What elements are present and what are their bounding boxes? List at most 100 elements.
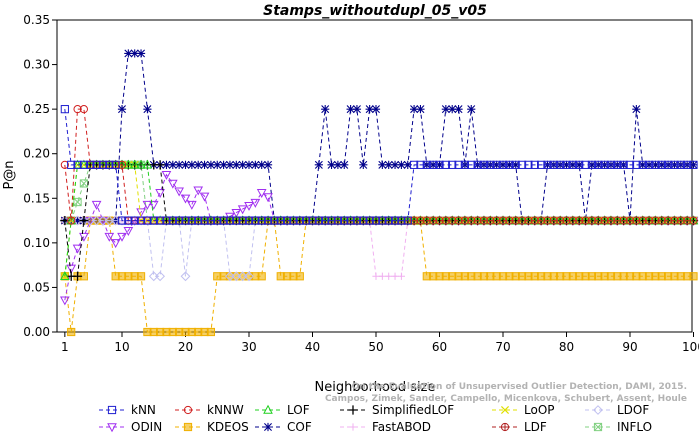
data-point bbox=[416, 216, 425, 225]
data-point bbox=[175, 160, 184, 169]
data-point bbox=[142, 200, 153, 210]
data-point bbox=[638, 160, 647, 169]
data-point bbox=[79, 215, 89, 226]
data-point bbox=[390, 216, 400, 225]
data-point bbox=[263, 422, 273, 432]
data-point bbox=[348, 405, 358, 415]
legend-label: INFLO bbox=[617, 420, 652, 434]
data-point bbox=[251, 160, 260, 169]
data-point bbox=[606, 216, 616, 225]
data-point bbox=[632, 216, 641, 225]
data-point bbox=[448, 105, 457, 114]
data-point bbox=[537, 216, 546, 225]
data-point bbox=[664, 216, 673, 225]
data-point bbox=[613, 216, 622, 225]
x-tick-label: 40 bbox=[305, 340, 320, 354]
data-point bbox=[562, 160, 571, 169]
legend-item-lof: LOF bbox=[255, 403, 310, 417]
data-point bbox=[123, 227, 134, 236]
data-point bbox=[200, 216, 209, 225]
data-point bbox=[123, 159, 134, 169]
data-point bbox=[200, 160, 209, 169]
data-point bbox=[187, 200, 197, 210]
data-point bbox=[333, 160, 342, 169]
y-tick-label: 0.25 bbox=[23, 102, 50, 116]
y-tick-label: 0.10 bbox=[23, 236, 50, 250]
data-point bbox=[130, 49, 139, 58]
data-point bbox=[524, 216, 533, 225]
data-point bbox=[155, 189, 165, 199]
data-point bbox=[181, 216, 190, 225]
legend-label: COF bbox=[287, 420, 312, 434]
data-point bbox=[327, 160, 336, 169]
data-point bbox=[365, 105, 374, 114]
x-tick-label: 50 bbox=[368, 340, 383, 354]
legend-item-inflo: INFLO bbox=[585, 420, 652, 434]
x-axis-label: Neighborhood size bbox=[315, 380, 436, 395]
data-point bbox=[372, 272, 380, 280]
data-point bbox=[60, 105, 69, 114]
data-point bbox=[91, 200, 102, 210]
data-point bbox=[403, 216, 412, 225]
data-point bbox=[238, 160, 247, 169]
data-point bbox=[73, 197, 82, 207]
data-point bbox=[270, 216, 279, 225]
data-point bbox=[568, 160, 577, 169]
legend-label: KDEOS bbox=[207, 420, 249, 434]
data-point bbox=[644, 160, 654, 169]
data-point bbox=[575, 216, 584, 225]
y-tick-label: 0.35 bbox=[23, 13, 50, 27]
data-point bbox=[79, 179, 88, 188]
legend: kNN kNNW LOF SimplifiedLOF LoOP LDOF ODIN KDEOS… bbox=[99, 403, 652, 434]
data-point bbox=[500, 405, 510, 415]
data-point bbox=[72, 271, 83, 281]
data-point bbox=[79, 160, 89, 169]
data-point bbox=[568, 216, 577, 225]
data-point bbox=[441, 105, 450, 114]
data-point bbox=[263, 193, 273, 203]
data-point bbox=[530, 160, 539, 169]
data-point bbox=[454, 105, 463, 114]
data-point bbox=[302, 216, 311, 225]
data-point bbox=[416, 160, 425, 169]
data-point bbox=[180, 271, 191, 282]
data-point bbox=[104, 232, 115, 242]
data-point bbox=[575, 160, 584, 169]
y-axis: 0.00 0.05 0.10 0.15 0.20 0.25 0.30 0.35 bbox=[23, 13, 57, 339]
data-point bbox=[391, 272, 399, 280]
data-point bbox=[321, 105, 330, 114]
data-point bbox=[283, 216, 292, 225]
y-tick-label: 0.30 bbox=[23, 58, 50, 72]
data-point bbox=[683, 216, 692, 225]
data-point bbox=[104, 215, 115, 226]
data-point bbox=[422, 216, 431, 225]
x-tick-label: 20 bbox=[178, 340, 193, 354]
data-point bbox=[460, 216, 469, 225]
series-knn bbox=[60, 105, 698, 225]
data-point bbox=[517, 216, 527, 225]
legend-label: kNN bbox=[131, 403, 156, 417]
legend-label: LDF bbox=[524, 420, 547, 434]
data-point bbox=[187, 160, 196, 169]
data-point bbox=[657, 160, 666, 169]
data-point bbox=[593, 422, 603, 432]
data-point bbox=[231, 271, 242, 282]
y-tick-label: 0.05 bbox=[23, 280, 50, 294]
data-point bbox=[225, 271, 235, 282]
series-ldof bbox=[59, 215, 699, 282]
data-point bbox=[136, 49, 146, 58]
data-point bbox=[111, 160, 120, 169]
data-point bbox=[594, 160, 603, 169]
data-point bbox=[148, 271, 159, 282]
data-point bbox=[378, 160, 387, 169]
data-point bbox=[98, 215, 108, 226]
data-point bbox=[244, 216, 254, 225]
data-point bbox=[676, 160, 685, 169]
data-point bbox=[435, 216, 444, 225]
x-tick-label: 90 bbox=[622, 340, 637, 354]
data-point bbox=[549, 216, 558, 225]
data-point bbox=[130, 216, 139, 225]
data-point bbox=[670, 160, 679, 169]
data-point bbox=[587, 216, 597, 225]
data-point bbox=[295, 216, 304, 225]
